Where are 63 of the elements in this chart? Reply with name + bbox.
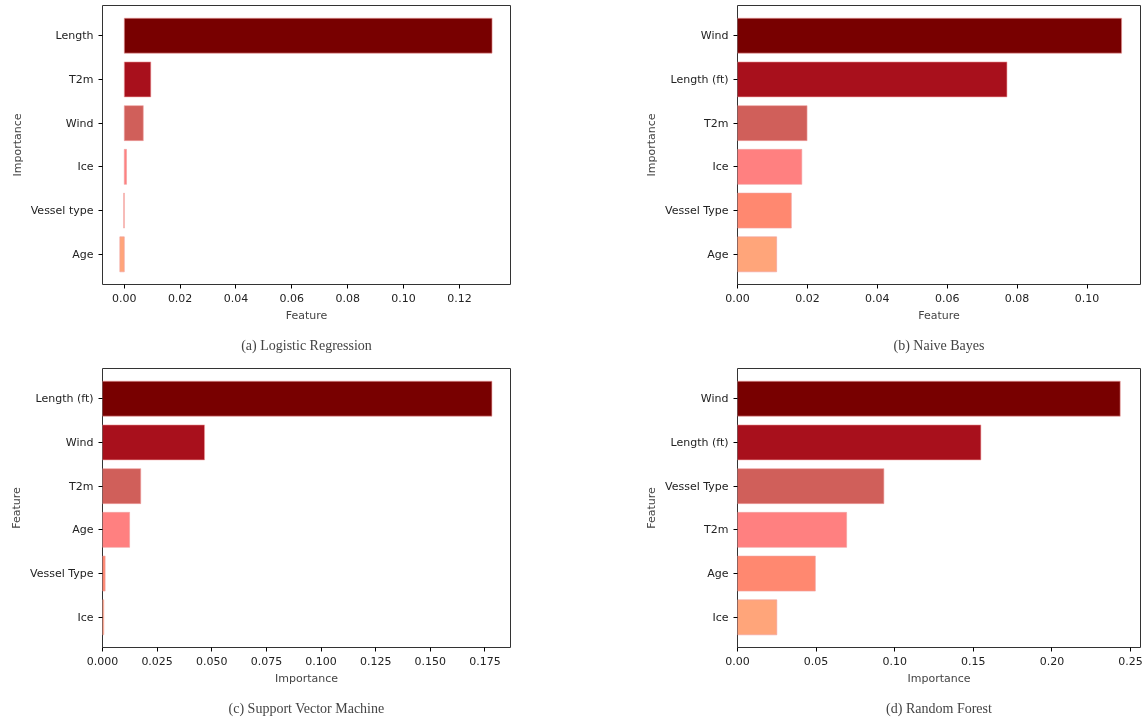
y-tick-label: Vessel Type [665, 204, 729, 218]
y-tick-label: Wind [65, 116, 94, 130]
x-axis-title: Feature [285, 308, 328, 322]
y-tick-label: T2m [68, 479, 94, 493]
y-tick-label: Ice [77, 160, 94, 174]
x-tick-label: 0.125 [359, 654, 392, 668]
y-tick-label: Ice [712, 160, 729, 174]
x-tick-label: 0.12 [447, 291, 472, 305]
x-tick-label: 0.25 [1118, 654, 1143, 668]
x-tick-label: 0.15 [961, 654, 986, 668]
x-tick-label: 0.150 [414, 654, 447, 668]
x-tick-label: 0.000 [86, 654, 119, 668]
x-tick-label: 0.10 [882, 654, 907, 668]
y-tick-label: Length (ft) [670, 435, 729, 449]
y-tick-label: Length (ft) [35, 392, 94, 406]
y-tick-label: Vessel Type [30, 567, 94, 581]
x-tick-label: 0.06 [279, 291, 305, 305]
x-tick-label: 0.06 [934, 291, 960, 305]
x-tick-label: 0.02 [167, 291, 193, 305]
y-tick-label: Ice [77, 610, 94, 624]
x-tick-label: 0.00 [725, 291, 750, 305]
y-tick-label: Wind [700, 392, 729, 406]
x-tick-label: 0.08 [335, 291, 360, 305]
y-tick-label: Vessel Type [665, 479, 729, 493]
text: (a) Logistic Regression [241, 337, 372, 354]
x-tick-label: 0.175 [469, 654, 501, 668]
x-axis-title: Feature [918, 308, 961, 322]
x-tick-label: 0.00 [725, 654, 750, 668]
y-axis-title: Feature [645, 486, 659, 529]
y-tick-label: Age [707, 247, 729, 261]
y-tick-label: Age [707, 567, 729, 581]
text: (c) Support Vector Machine [228, 700, 385, 717]
x-tick-label: 0.04 [865, 291, 890, 305]
text: (b) Naive Bayes [893, 337, 985, 354]
x-tick-label: 0.08 [1004, 291, 1030, 305]
y-tick-label: T2m [68, 72, 94, 86]
x-tick-label: 0.075 [250, 654, 283, 668]
x-tick-label: 0.050 [196, 654, 228, 668]
x-tick-label: 0.00 [112, 291, 137, 305]
x-tick-label: 0.025 [141, 654, 173, 668]
y-tick-label: Length [55, 29, 94, 43]
y-tick-label: Age [72, 523, 94, 537]
x-axis-title: Importance [274, 671, 339, 685]
x-tick-label: 0.10 [1074, 291, 1100, 305]
x-tick-label: 0.02 [795, 291, 820, 305]
text: (d) Random Forest [886, 700, 992, 717]
y-axis-title: Importance [10, 113, 24, 177]
x-tick-label: 0.20 [1039, 654, 1065, 668]
y-tick-label: Age [72, 247, 94, 261]
y-tick-label: T2m [703, 523, 729, 537]
x-axis-title: Importance [907, 671, 971, 685]
x-tick-label: 0.10 [391, 291, 416, 305]
x-tick-label: 0.05 [803, 654, 829, 668]
x-tick-label: 0.04 [223, 291, 249, 305]
y-tick-label: Wind [700, 29, 729, 43]
y-tick-label: Length (ft) [670, 72, 729, 86]
y-tick-label: Vessel type [30, 204, 94, 218]
y-tick-label: Ice [712, 610, 729, 624]
x-tick-label: 0.100 [305, 654, 337, 668]
y-tick-label: Wind [65, 435, 94, 449]
y-axis-title: Importance [645, 113, 659, 177]
y-tick-label: T2m [703, 116, 729, 130]
y-axis-title: Feature [10, 486, 24, 529]
